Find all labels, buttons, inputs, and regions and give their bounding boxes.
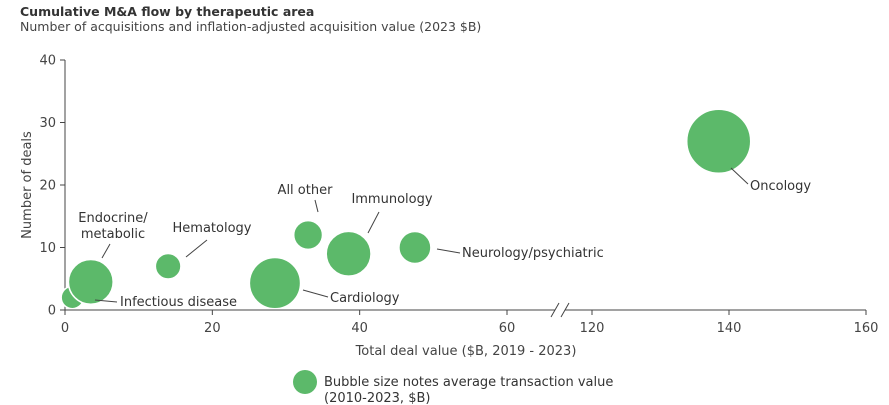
y-tick-label: 10 bbox=[39, 241, 56, 256]
axis-break-mark bbox=[560, 302, 570, 318]
leader-line bbox=[101, 243, 111, 259]
bubble-label: Neurology/psychiatric bbox=[462, 246, 604, 261]
leader-line bbox=[94, 299, 118, 303]
bubble-endocrine-metabolic bbox=[67, 258, 114, 306]
bubble-label: Oncology bbox=[750, 179, 811, 194]
bubbles bbox=[60, 108, 752, 310]
chart-subtitle: Number of acquisitions and inflation-adj… bbox=[20, 19, 482, 34]
x-tick-label: 120 bbox=[580, 321, 605, 336]
bubble-label: Immunology bbox=[351, 192, 432, 207]
axes: 0 10 20 30 40 0 20 40 60 120 140 160 Total deal valu… bbox=[20, 54, 878, 360]
leader-line bbox=[185, 239, 208, 258]
bubble-labels: Infectious disease Endocrine/metabolic Hem… bbox=[78, 167, 811, 310]
bubble-label: All other bbox=[278, 183, 334, 198]
bubble-immunology bbox=[325, 230, 372, 277]
bubble-label: metabolic bbox=[81, 227, 145, 242]
bubble-cardiology bbox=[248, 256, 302, 310]
bubble-label: Infectious disease bbox=[120, 295, 237, 310]
bubble-oncology bbox=[685, 108, 752, 174]
leader-line bbox=[730, 167, 749, 185]
bubble-label: Cardiology bbox=[330, 291, 400, 306]
bubble-label: Endocrine/ bbox=[78, 211, 148, 226]
y-tick-label: 0 bbox=[48, 304, 56, 319]
x-tick-label: 20 bbox=[204, 321, 221, 336]
x-tick-label: 0 bbox=[61, 321, 69, 336]
y-tick-label: 20 bbox=[39, 179, 56, 194]
leader-line bbox=[367, 211, 380, 234]
bubble-all-other bbox=[292, 219, 324, 251]
bubble-neurology-psychiatric bbox=[398, 230, 432, 265]
axis-break-mark bbox=[550, 302, 560, 318]
chart-title: Cumulative M&A flow by therapeutic area bbox=[20, 4, 315, 19]
leader-line bbox=[302, 289, 329, 298]
y-tick-label: 40 bbox=[39, 54, 56, 69]
x-tick-label: 140 bbox=[717, 321, 742, 336]
leader-line bbox=[314, 199, 319, 213]
legend-bubble-icon bbox=[293, 370, 317, 394]
bubble-label: Hematology bbox=[173, 221, 252, 236]
x-axis-label: Total deal value ($B, 2019 - 2023) bbox=[355, 344, 577, 359]
x-tick-label: 60 bbox=[499, 321, 516, 336]
x-tick-label: 40 bbox=[351, 321, 368, 336]
x-tick-label: 160 bbox=[854, 321, 879, 336]
y-tick-label: 30 bbox=[39, 116, 56, 131]
leader-line bbox=[436, 248, 461, 254]
y-axis-label: Number of deals bbox=[20, 131, 35, 239]
bubble-hematology bbox=[154, 252, 182, 280]
legend: Bubble size notes average transaction va… bbox=[293, 370, 613, 405]
legend-text-line-1: Bubble size notes average transaction va… bbox=[324, 375, 613, 390]
legend-text-line-2: (2010-2023, $B) bbox=[324, 391, 430, 405]
